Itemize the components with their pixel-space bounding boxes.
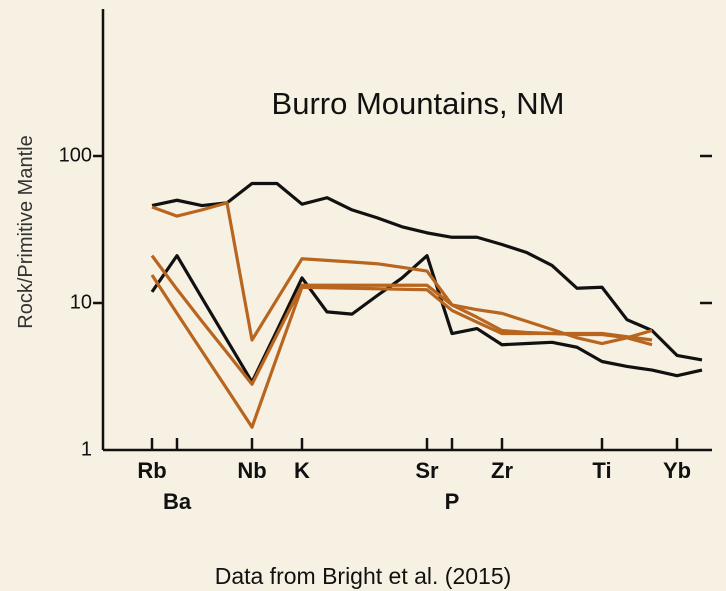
- x-tick-label: Zr: [491, 458, 513, 483]
- series-line: [150, 254, 703, 384]
- x-tick-label: Yb: [663, 458, 691, 483]
- y-tick-label: 1: [81, 438, 92, 460]
- x-tick-label: Rb: [137, 458, 166, 483]
- y-axis-label: Rock/Primitive Mantle: [15, 135, 37, 328]
- y-tick-label: 100: [59, 144, 92, 166]
- x-tick-label: Nb: [237, 458, 266, 483]
- source-note: Data from Bright et al. (2015): [215, 563, 512, 589]
- x-tick-label: P: [445, 489, 460, 514]
- x-tick-label: K: [294, 458, 310, 483]
- series-line: [151, 181, 703, 362]
- chart-title: Burro Mountains, NM: [272, 86, 565, 121]
- x-tick-label: Ti: [592, 458, 611, 483]
- x-tick-label: Sr: [415, 458, 439, 483]
- y-tick-label: 10: [70, 291, 92, 313]
- x-tick-label: Ba: [163, 489, 192, 514]
- series-line: [150, 274, 653, 429]
